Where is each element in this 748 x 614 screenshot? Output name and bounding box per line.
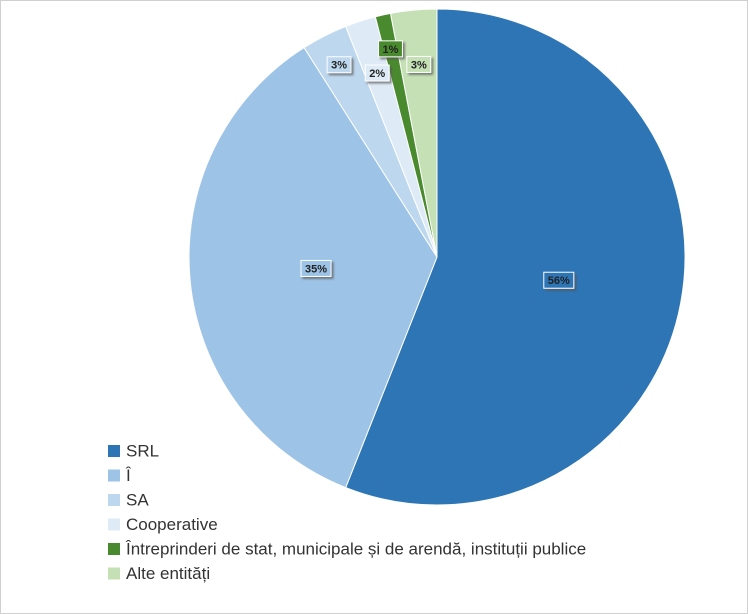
- data-label-box: [378, 40, 403, 58]
- data-label: 3%: [406, 55, 432, 73]
- data-label-text: 56%: [548, 275, 570, 287]
- data-label-text: 3%: [411, 59, 427, 71]
- legend-label: Cooperative: [126, 515, 218, 534]
- data-label-box: [364, 64, 390, 82]
- legend-label: Î: [125, 466, 132, 485]
- legend-swatch: [108, 567, 120, 580]
- legend-label: Alte entități: [126, 564, 210, 583]
- data-label: 1%: [378, 40, 403, 58]
- data-label-text: 1%: [383, 44, 399, 56]
- legend-swatch: [108, 543, 120, 555]
- legend-swatch: [108, 445, 120, 457]
- data-label-box: [326, 56, 352, 74]
- data-label: 56%: [543, 271, 575, 289]
- data-label: 35%: [300, 259, 332, 277]
- legend-swatch: [108, 518, 120, 531]
- legend-swatch: [108, 494, 120, 506]
- data-label-text: 35%: [305, 263, 327, 275]
- pie-slice: [345, 8, 686, 506]
- legend-label: SRL: [126, 441, 159, 460]
- data-label-box: [406, 55, 432, 73]
- data-label-text: 3%: [331, 60, 347, 72]
- data-label: 2%: [364, 64, 390, 82]
- legend-label: Întreprinderi de stat, municipale și de …: [125, 539, 586, 558]
- data-label-text: 2%: [369, 68, 385, 80]
- data-label: 3%: [326, 56, 352, 74]
- data-label-box: [300, 259, 332, 277]
- legend-label: SA: [126, 490, 149, 509]
- legend-swatch: [108, 469, 120, 482]
- data-label-box: [543, 271, 575, 289]
